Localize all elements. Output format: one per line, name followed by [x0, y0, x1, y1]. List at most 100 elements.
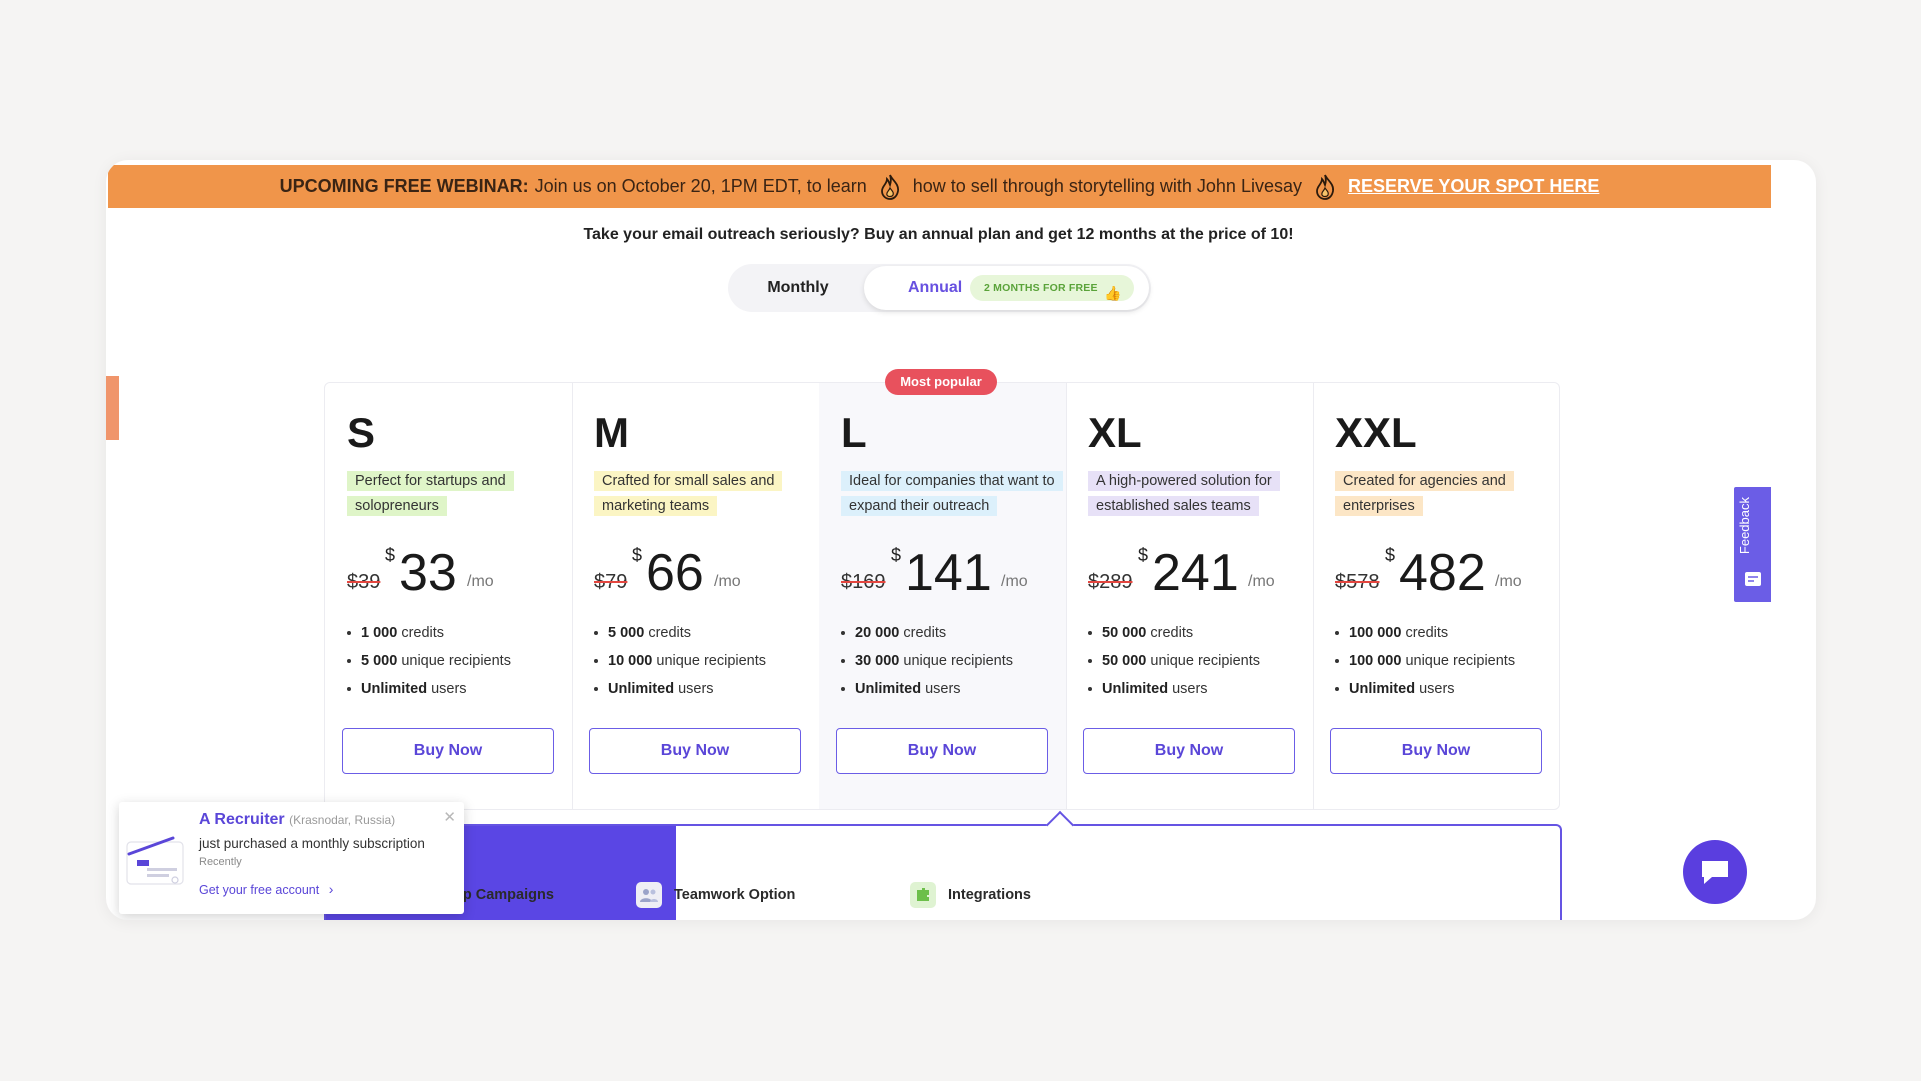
- billing-toggle: Monthly Annual 2 MONTHS FOR FREE 👍: [728, 264, 1151, 312]
- buy-now-button-l[interactable]: Buy Now: [836, 728, 1048, 774]
- chat-button[interactable]: [1683, 840, 1747, 904]
- plan-description: A high-powered solution for established …: [1088, 469, 1302, 519]
- feature-credits: 5 000 credits: [594, 619, 766, 647]
- currency: $: [385, 545, 396, 565]
- price-period: /mo: [467, 573, 494, 590]
- plan-name: M: [594, 409, 629, 456]
- plan-card-l: L Ideal for companies that want to expan…: [819, 383, 1067, 809]
- thumbs-up-icon: 👍: [1104, 285, 1122, 301]
- feature-credits: 50 000 credits: [1088, 619, 1260, 647]
- feature-credits: 20 000 credits: [841, 619, 1013, 647]
- purchase-notification: A Recruiter (Krasnodar, Russia) just pur…: [119, 802, 464, 914]
- notification-title: A Recruiter (Krasnodar, Russia): [199, 811, 396, 828]
- plan-features: 5 000 credits 10 000 unique recipients U…: [594, 619, 766, 703]
- annual-label: Annual: [908, 279, 963, 296]
- feedback-tab[interactable]: Feedback: [1734, 487, 1771, 602]
- plan-card-xxl: XXL Created for agencies and enterprises…: [1313, 383, 1560, 809]
- feature-credits: 100 000 credits: [1335, 619, 1515, 647]
- old-price: $578: [1335, 571, 1380, 593]
- billing-monthly-option[interactable]: Monthly: [767, 279, 829, 296]
- illustration-icon: [125, 832, 191, 897]
- feature-users: Unlimited users: [1088, 675, 1260, 703]
- plan-name: S: [347, 409, 376, 456]
- buy-now-button-s[interactable]: Buy Now: [342, 728, 554, 774]
- plan-features: 1 000 credits 5 000 unique recipients Un…: [347, 619, 511, 703]
- tab-teamwork-option[interactable]: Teamwork Option: [636, 882, 795, 908]
- currency: $: [1138, 545, 1149, 565]
- banner-text-2: how to sell through storytelling with Jo…: [912, 176, 1302, 196]
- plan-card-m: M Crafted for small sales and marketing …: [572, 383, 820, 809]
- get-free-account-link[interactable]: Get your free account ›: [199, 881, 334, 897]
- reserve-spot-link[interactable]: RESERVE YOUR SPOT HERE: [1347, 176, 1600, 196]
- plan-features: 50 000 credits 50 000 unique recipients …: [1088, 619, 1260, 703]
- tab-label: Teamwork Option: [674, 887, 796, 903]
- browser-frame: UPCOMING FREE WEBINAR: Join us on Octobe…: [106, 160, 1816, 920]
- price-period: /mo: [1248, 573, 1275, 590]
- side-accent-tab[interactable]: [106, 376, 119, 440]
- old-price: $39: [347, 571, 381, 593]
- banner-text-1: Join us on October 20, 1PM EDT, to learn: [534, 176, 867, 196]
- plan-description: Perfect for startups and solopreneurs: [347, 469, 539, 519]
- feature-users: Unlimited users: [841, 675, 1013, 703]
- webinar-banner: UPCOMING FREE WEBINAR: Join us on Octobe…: [108, 165, 1771, 208]
- feature-users: Unlimited users: [1335, 675, 1515, 703]
- feature-recipients: 30 000 unique recipients: [841, 647, 1013, 675]
- tab-integrations[interactable]: Integrations: [910, 882, 1031, 908]
- two-months-free-badge: 2 MONTHS FOR FREE 👍: [970, 275, 1134, 301]
- plan-card-xl: XL A high-powered solution for establish…: [1066, 383, 1314, 809]
- plan-description: Created for agencies and enterprises: [1335, 469, 1527, 519]
- price-period: /mo: [714, 573, 741, 590]
- old-price: $289: [1088, 571, 1133, 593]
- notification-location: (Krasnodar, Russia): [289, 813, 396, 827]
- price-amount: 482: [1399, 544, 1486, 602]
- plan-features: 100 000 credits 100 000 unique recipient…: [1335, 619, 1515, 703]
- buy-now-button-m[interactable]: Buy Now: [589, 728, 801, 774]
- buy-now-button-xl[interactable]: Buy Now: [1083, 728, 1295, 774]
- price-amount: 141: [905, 544, 992, 602]
- plan-card-s: S Perfect for startups and solopreneurs …: [325, 383, 573, 809]
- feedback-label: Feedback: [1737, 497, 1752, 555]
- users-icon: [636, 882, 662, 908]
- plan-description: Crafted for small sales and marketing te…: [594, 469, 786, 519]
- features-panel: Email Drip Campaigns Teamwork Option Int…: [324, 810, 1562, 920]
- close-icon[interactable]: ✕: [443, 809, 456, 826]
- plan-description: Ideal for companies that want to expand …: [841, 469, 1063, 519]
- feature-recipients: 5 000 unique recipients: [347, 647, 511, 675]
- feature-users: Unlimited users: [594, 675, 766, 703]
- plan-name: XL: [1088, 409, 1142, 456]
- feedback-icon: [1745, 572, 1761, 586]
- tab-label: Integrations: [948, 887, 1031, 903]
- feature-recipients: 50 000 unique recipients: [1088, 647, 1260, 675]
- feature-users: Unlimited users: [347, 675, 511, 703]
- currency: $: [891, 545, 902, 565]
- pricing-plans: S Perfect for startups and solopreneurs …: [324, 382, 1560, 810]
- plan-name: XXL: [1335, 409, 1417, 456]
- chevron-right-icon: ›: [328, 881, 334, 897]
- flame-icon: [1316, 174, 1334, 200]
- notification-time: Recently: [199, 856, 242, 868]
- notification-message: just purchased a monthly subscription: [199, 836, 425, 851]
- feature-credits: 1 000 credits: [347, 619, 511, 647]
- plan-features: 20 000 credits 30 000 unique recipients …: [841, 619, 1013, 703]
- chat-bubble-icon: [1702, 861, 1728, 884]
- price-period: /mo: [1001, 573, 1028, 590]
- banner-lead: UPCOMING FREE WEBINAR:: [279, 176, 529, 196]
- old-price: $169: [841, 571, 886, 593]
- price-amount: 33: [399, 544, 457, 602]
- feature-recipients: 10 000 unique recipients: [594, 647, 766, 675]
- annual-promo-text: Take your email outreach seriously? Buy …: [583, 226, 1294, 243]
- currency: $: [632, 545, 643, 565]
- price-amount: 241: [1152, 544, 1239, 602]
- puzzle-icon: [910, 882, 936, 908]
- old-price: $79: [594, 571, 628, 593]
- most-popular-badge: Most popular: [885, 369, 997, 395]
- buy-now-button-xxl[interactable]: Buy Now: [1330, 728, 1542, 774]
- billing-annual-option[interactable]: Annual 2 MONTHS FOR FREE 👍: [864, 266, 1149, 310]
- plan-name: L: [841, 409, 867, 456]
- feature-recipients: 100 000 unique recipients: [1335, 647, 1515, 675]
- currency: $: [1385, 545, 1396, 565]
- price-amount: 66: [646, 544, 704, 602]
- price-period: /mo: [1495, 573, 1522, 590]
- flame-icon: [880, 174, 899, 200]
- panel-caret: [1045, 810, 1075, 840]
